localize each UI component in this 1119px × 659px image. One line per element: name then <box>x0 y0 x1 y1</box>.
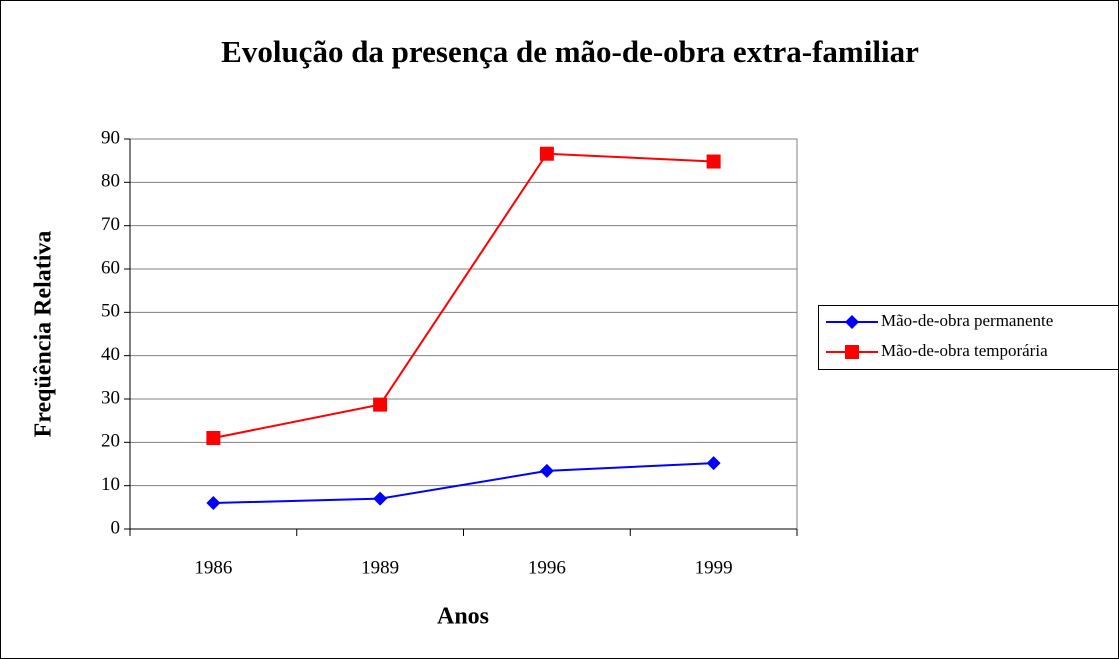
series-line <box>213 152 714 439</box>
y-tick-label: 60 <box>101 257 120 278</box>
x-tick-label: 1999 <box>695 557 733 578</box>
y-tick-label: 80 <box>101 171 120 192</box>
marker <box>539 146 554 161</box>
y-axis-label: Freqüência Relativa <box>31 231 57 438</box>
y-tick-label: 40 <box>101 344 120 365</box>
x-tick-label: 1986 <box>194 557 232 578</box>
marker <box>373 491 388 506</box>
legend-label: Mão-de-obra temporária <box>881 341 1048 360</box>
legend <box>818 305 1119 370</box>
marker <box>373 397 388 412</box>
chart-title: Evolução da presença de mão-de-obra extr… <box>221 34 919 69</box>
x-tick-label: 1996 <box>528 557 566 578</box>
legend-marker <box>845 315 859 329</box>
marker <box>706 456 721 471</box>
y-tick-label: 20 <box>101 431 120 452</box>
plot-area <box>129 138 798 530</box>
x-tick-label: 1989 <box>361 557 399 578</box>
x-axis-label: Anos <box>437 604 489 630</box>
series-line <box>213 462 714 504</box>
marker <box>206 431 221 445</box>
legend-marker <box>845 345 859 359</box>
marker <box>706 154 721 169</box>
y-tick-label: 70 <box>101 214 120 235</box>
y-tick-label: 10 <box>101 474 120 495</box>
y-tick-label: 50 <box>101 301 120 322</box>
marker <box>539 463 554 478</box>
y-tick-label: 90 <box>101 127 120 148</box>
y-tick-label: 30 <box>101 387 120 408</box>
legend-label: Mão-de-obra permanente <box>881 311 1053 330</box>
marker <box>206 496 221 510</box>
y-tick-label: 0 <box>111 517 121 538</box>
